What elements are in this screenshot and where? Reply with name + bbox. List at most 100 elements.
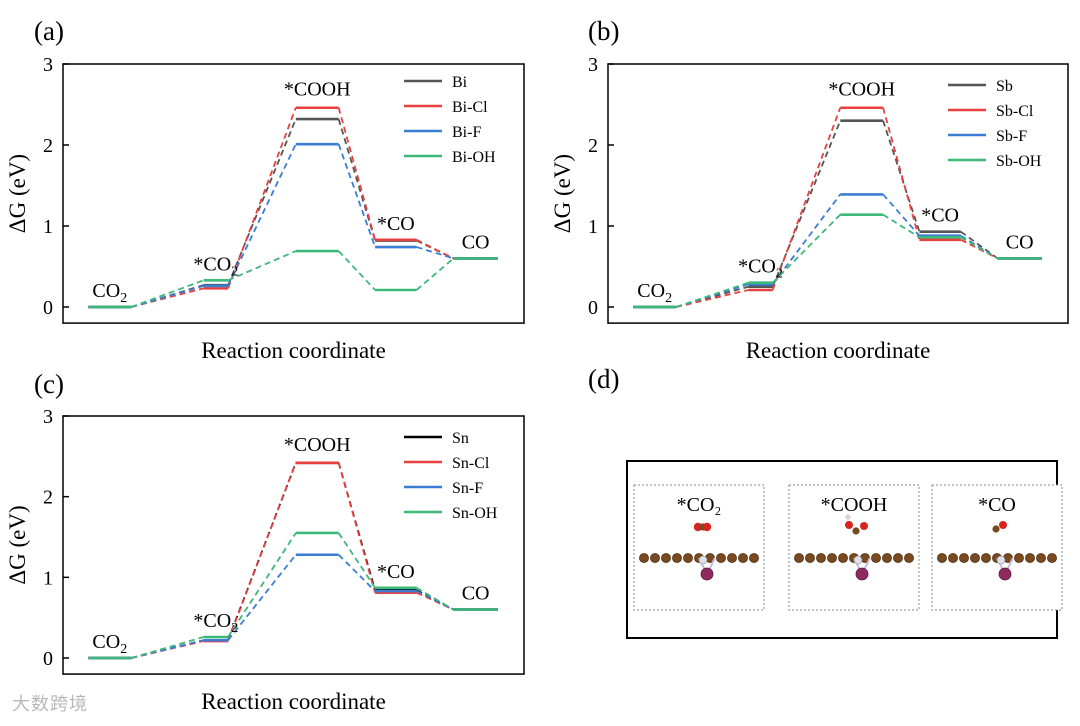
panel-b: (b) 0 1 2 3 Reaction coordinate ΔG (eV) CO2 *CO2… (550, 16, 1069, 363)
series-sn-oh (88, 531, 498, 660)
state-label: *CO2 (193, 253, 238, 279)
carbon-atom (871, 553, 881, 563)
panel-label: (c) (34, 369, 64, 399)
state-label: *COOH (828, 79, 895, 101)
connector-bi-oh (227, 250, 297, 282)
state-label: *CO (377, 561, 415, 583)
y-tick-label: 0 (43, 297, 53, 319)
connector-bi (337, 118, 376, 241)
connector-sb-f (882, 193, 921, 237)
connector-sb (771, 120, 842, 288)
oxygen-atom (845, 521, 853, 529)
legend-entry: Sn (452, 430, 469, 447)
connector-sn-cl (227, 462, 297, 642)
connector-sn-f (227, 554, 297, 641)
connector-sn-f (416, 590, 454, 611)
carbon-atom (992, 525, 1000, 533)
legend-entry: Sb (996, 78, 1013, 95)
carbon-atom (838, 553, 848, 563)
series-bi-oh (88, 249, 498, 309)
carbon-atom (1014, 553, 1024, 563)
state-label: *CO (377, 213, 415, 235)
connector-bi-oh (130, 279, 204, 308)
connector-sn-f (338, 554, 376, 592)
heteroatom (853, 555, 863, 565)
x-axis-label: Reaction coordinate (746, 338, 931, 363)
legend-entry: Sn-OH (452, 505, 498, 522)
legend-entry: Bi-F (452, 124, 481, 141)
series-sb (633, 119, 1042, 309)
carbon-atom (816, 553, 826, 563)
connector-sb-oh (882, 213, 920, 239)
y-tick-label: 3 (43, 54, 53, 76)
carbon-atom (981, 553, 991, 563)
y-tick-label: 2 (588, 135, 598, 157)
state-label: CO (1006, 231, 1034, 253)
y-tick-label: 2 (43, 135, 53, 157)
connector-sb-cl (771, 107, 842, 291)
carbon-atom (1047, 553, 1057, 563)
legend-entry: Bi-Cl (452, 99, 488, 116)
watermark: 大数跨境 (12, 694, 88, 715)
y-tick-label: 1 (43, 567, 53, 589)
connector-bi-f (227, 143, 297, 287)
connector-bi-cl (227, 107, 297, 289)
legend-entry: Sn-Cl (452, 455, 490, 472)
series-sn-cl (88, 461, 498, 660)
panel-a: (a) 0 1 2 3 Reaction coordinate ΔG (eV) CO2 *CO2… (5, 16, 525, 363)
connector-bi-f (416, 246, 454, 260)
carbon-atom (794, 553, 804, 563)
state-label: *COOH (284, 79, 351, 101)
plot-frame (607, 63, 1069, 324)
legend-entry: Sb-Cl (996, 103, 1034, 120)
carbon-atom (904, 553, 914, 563)
carbon-atom (805, 553, 815, 563)
state-label: *CO2 (193, 610, 238, 636)
state-label: CO2 (637, 280, 672, 306)
series-bi (88, 117, 498, 309)
panel-label: (a) (34, 16, 64, 46)
state-label: *CO2 (738, 256, 783, 282)
structure-box-border (931, 484, 1063, 611)
connector-sb-cl (960, 238, 999, 260)
connector-sn-oh (130, 636, 204, 659)
carbon-atom (959, 553, 969, 563)
heteroatom (698, 555, 708, 565)
oxygen-atom (860, 522, 868, 530)
state-label: *CO (921, 205, 959, 227)
plot-frame (62, 415, 525, 675)
connector-sn-oh (416, 587, 454, 611)
structure-label: *CO (978, 494, 1016, 516)
series-sb-cl (633, 106, 1042, 309)
y-axis-label: ΔG (eV) (5, 154, 30, 233)
carbon-atom (937, 553, 947, 563)
x-axis-label: Reaction coordinate (201, 689, 386, 714)
y-tick-label: 1 (588, 216, 598, 238)
connector-sn-oh (337, 532, 376, 589)
legend-entry: Sb-F (996, 128, 1027, 145)
legend-entry: Bi (452, 74, 468, 91)
connector-bi-oh (416, 257, 455, 291)
carbon-atom (1025, 553, 1035, 563)
state-label: *COOH (284, 434, 351, 456)
hydrogen-atom (845, 514, 851, 520)
y-tick-label: 1 (43, 216, 53, 238)
carbon-atom (650, 553, 660, 563)
series-sb-oh (633, 213, 1042, 309)
carbon-atom (1036, 553, 1046, 563)
connector-bi (227, 118, 297, 286)
structure-box-border (633, 484, 765, 611)
metal-atom (855, 567, 869, 581)
connector-sb-cl (675, 289, 749, 308)
structure-box: *COOH (788, 484, 920, 611)
carbon-atom (852, 527, 860, 535)
carbon-atom (738, 553, 748, 563)
y-tick-label: 0 (588, 297, 598, 319)
connector-bi-f (337, 143, 376, 248)
metal-atom (998, 567, 1012, 581)
heteroatom (996, 555, 1006, 565)
y-axis-label: ΔG (eV) (5, 505, 30, 584)
oxygen-atom (702, 522, 712, 532)
state-label: CO (462, 231, 490, 253)
carbon-atom (661, 553, 671, 563)
